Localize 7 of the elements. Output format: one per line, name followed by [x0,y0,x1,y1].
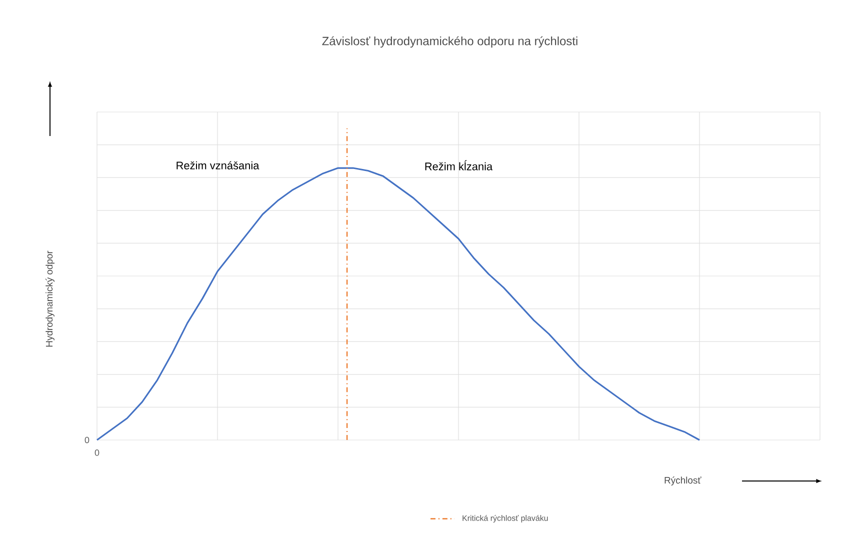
y-axis-title: Hydrodynamický odpor [46,250,54,347]
chart-title: Závislosť hydrodynamického odporu na rýchlosti [322,36,578,48]
text: 0 [84,436,90,444]
text: 0 [94,450,100,456]
annotation: Režim kĺzania [425,160,493,170]
annotation: Režim vznášania [176,161,260,170]
x-axis-title: Rýchlosť [664,476,702,486]
